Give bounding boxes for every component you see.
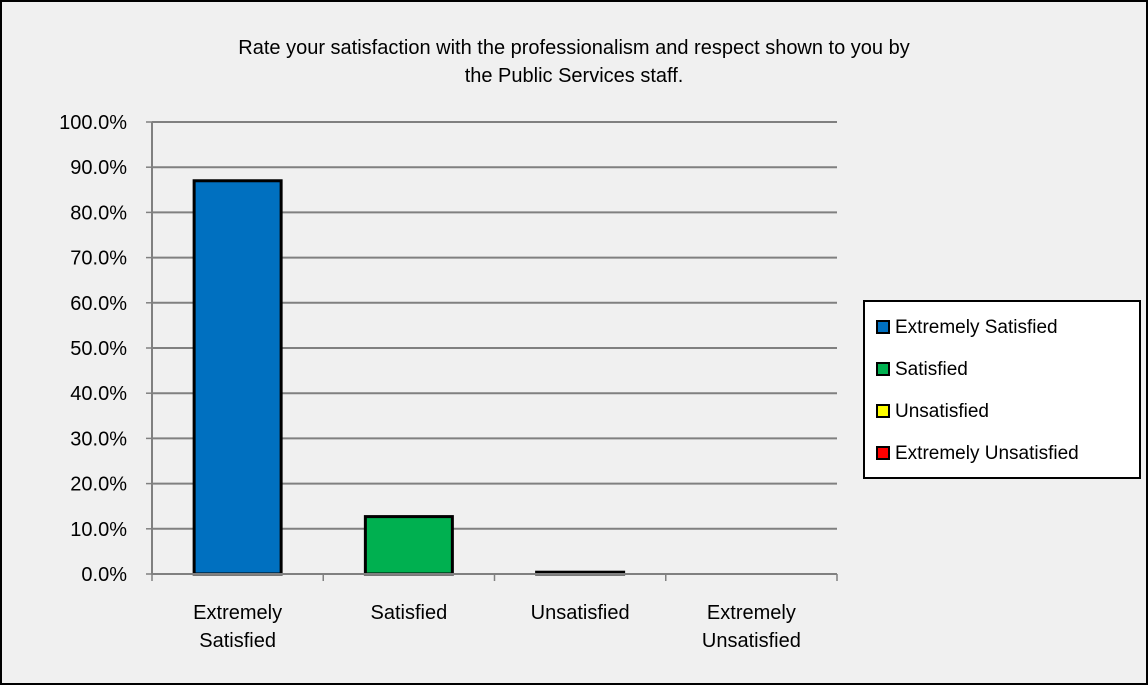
y-tick-label: 100.0% (59, 112, 127, 134)
legend-label: Extremely Unsatisfied (895, 443, 1079, 464)
x-category-label: Unsatisfied (531, 602, 630, 624)
legend-label: Extremely Satisfied (895, 317, 1058, 338)
x-category-label: Unsatisfied (702, 630, 801, 652)
chart-title-line: Rate your satisfaction with the professi… (238, 37, 909, 59)
y-axis-ticks: 0.0% 10.0% 20.0% 30.0% 40.0% 50.0% 60.0% 70.0% 8… (59, 112, 152, 586)
legend-swatch (876, 446, 890, 460)
y-tick-label: 0.0% (81, 564, 127, 586)
x-category-label: Extremely (193, 602, 282, 624)
y-tick-label: 90.0% (70, 157, 127, 179)
y-tick-label: 30.0% (70, 428, 127, 450)
x-category-label: Satisfied (199, 630, 276, 652)
legend-swatch (876, 320, 890, 334)
legend-label: Unsatisfied (895, 401, 989, 422)
chart-title: Rate your satisfaction with the professi… (238, 37, 909, 87)
legend-swatch (876, 404, 890, 418)
x-category-label: Extremely (707, 602, 796, 624)
y-tick-label: 50.0% (70, 338, 127, 360)
x-axis-labels: Extremely Satisfied Satisfied Unsatisfied Ex… (193, 602, 801, 652)
y-tick-label: 20.0% (70, 474, 127, 496)
legend: Extremely Satisfied Satisfied Unsatisfied E… (863, 300, 1141, 479)
chart-title-line: the Public Services staff. (465, 65, 684, 87)
x-category-label: Satisfied (371, 602, 448, 624)
bar (192, 179, 283, 576)
bar (363, 515, 454, 576)
legend-label: Satisfied (895, 359, 968, 380)
y-tick-label: 60.0% (70, 293, 127, 315)
axes (151, 122, 838, 581)
y-tick-label: 80.0% (70, 202, 127, 224)
bars (192, 179, 626, 576)
legend-swatch (876, 362, 890, 376)
y-tick-label: 40.0% (70, 383, 127, 405)
y-tick-label: 70.0% (70, 248, 127, 270)
y-tick-label: 10.0% (70, 519, 127, 541)
legend-box (863, 300, 1141, 479)
